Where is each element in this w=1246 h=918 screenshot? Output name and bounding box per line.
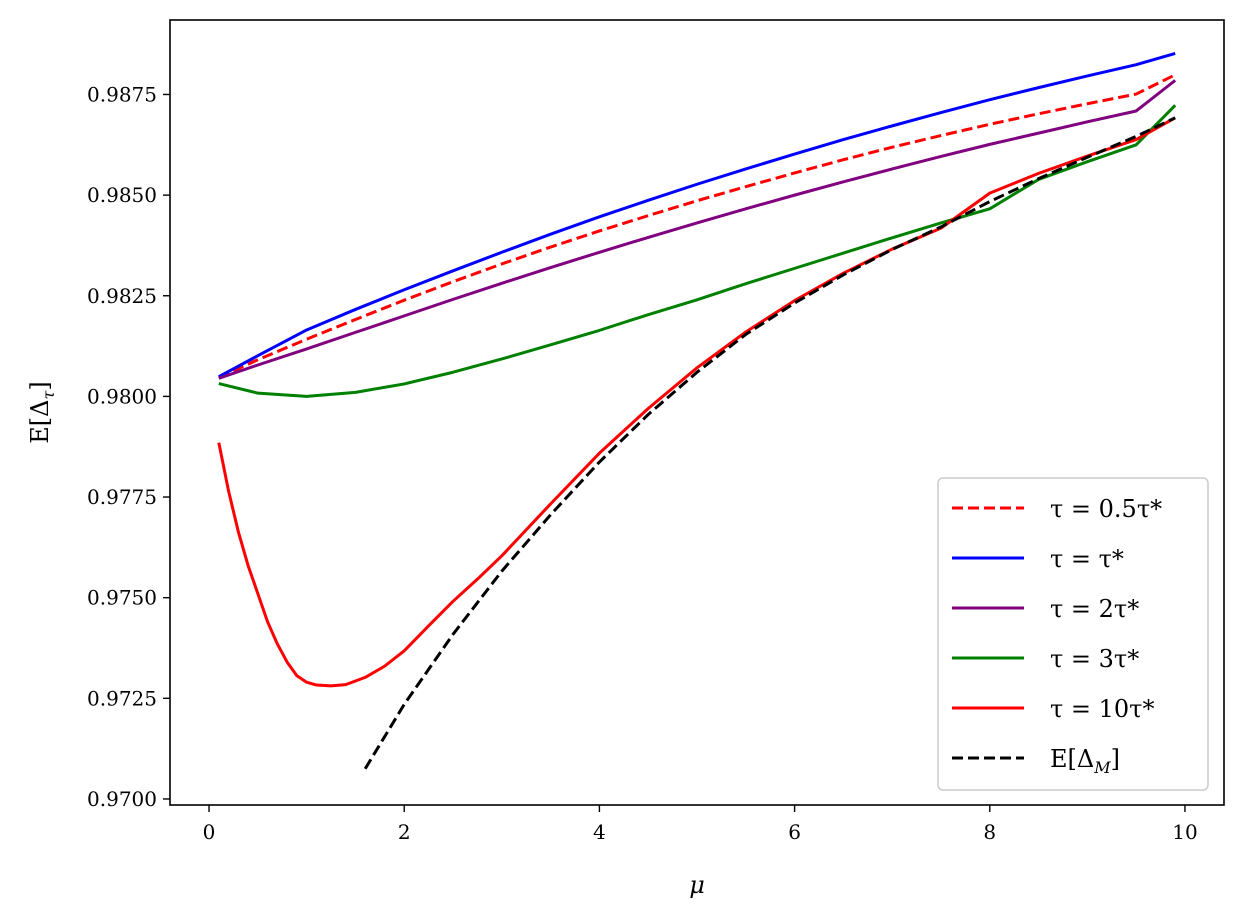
y-tick-label: 0.9800 <box>87 384 157 408</box>
series-line-3 <box>218 79 1177 380</box>
x-axis-label: μ <box>689 871 705 899</box>
series-line-1 <box>218 73 1176 379</box>
x-tick-label: 4 <box>593 820 606 844</box>
y-tick-label: 0.9875 <box>87 82 157 106</box>
y-tick-label: 0.9700 <box>87 787 157 811</box>
legend: τ = 0.5τ* τ = τ* τ = 2τ* τ = 3τ* τ = 10τ* E[Δ… <box>937 477 1209 791</box>
y-tick-label: 0.9750 <box>87 586 157 610</box>
y-axis-label: E[Δτ] <box>26 381 58 443</box>
x-tick-label: 6 <box>788 820 801 844</box>
legend-label-6: E[ΔM] <box>1050 745 1120 777</box>
y-tick-label: 0.9775 <box>87 485 157 509</box>
x-tick-label: 10 <box>1172 820 1197 844</box>
y-tick-label: 0.9725 <box>87 686 157 710</box>
axes-frame <box>169 19 1225 806</box>
axes-layer: 0 2 4 6 8 10 0.9700 0.9725 0.9750 0.9775 0.9800 0.9… <box>26 19 1225 899</box>
legend-box <box>937 477 1209 791</box>
legend-label-3: τ = 2τ* <box>1050 595 1139 623</box>
legend-label-5: τ = 10τ* <box>1050 695 1154 723</box>
x-tick-label: 2 <box>398 820 411 844</box>
legend-label-4: τ = 3τ* <box>1050 645 1139 673</box>
legend-label-1: τ = 0.5τ* <box>1050 495 1162 523</box>
series-line-4 <box>218 104 1177 398</box>
x-tick-label: 0 <box>203 820 216 844</box>
y-tick-label: 0.9850 <box>87 183 157 207</box>
y-tick-label: 0.9825 <box>87 284 157 308</box>
series-line-6 <box>363 116 1176 770</box>
x-tick-label: 8 <box>983 820 996 844</box>
series-layer <box>217 51 1177 770</box>
series-line-2 <box>218 51 1176 378</box>
legend-label-2: τ = τ* <box>1050 545 1124 573</box>
